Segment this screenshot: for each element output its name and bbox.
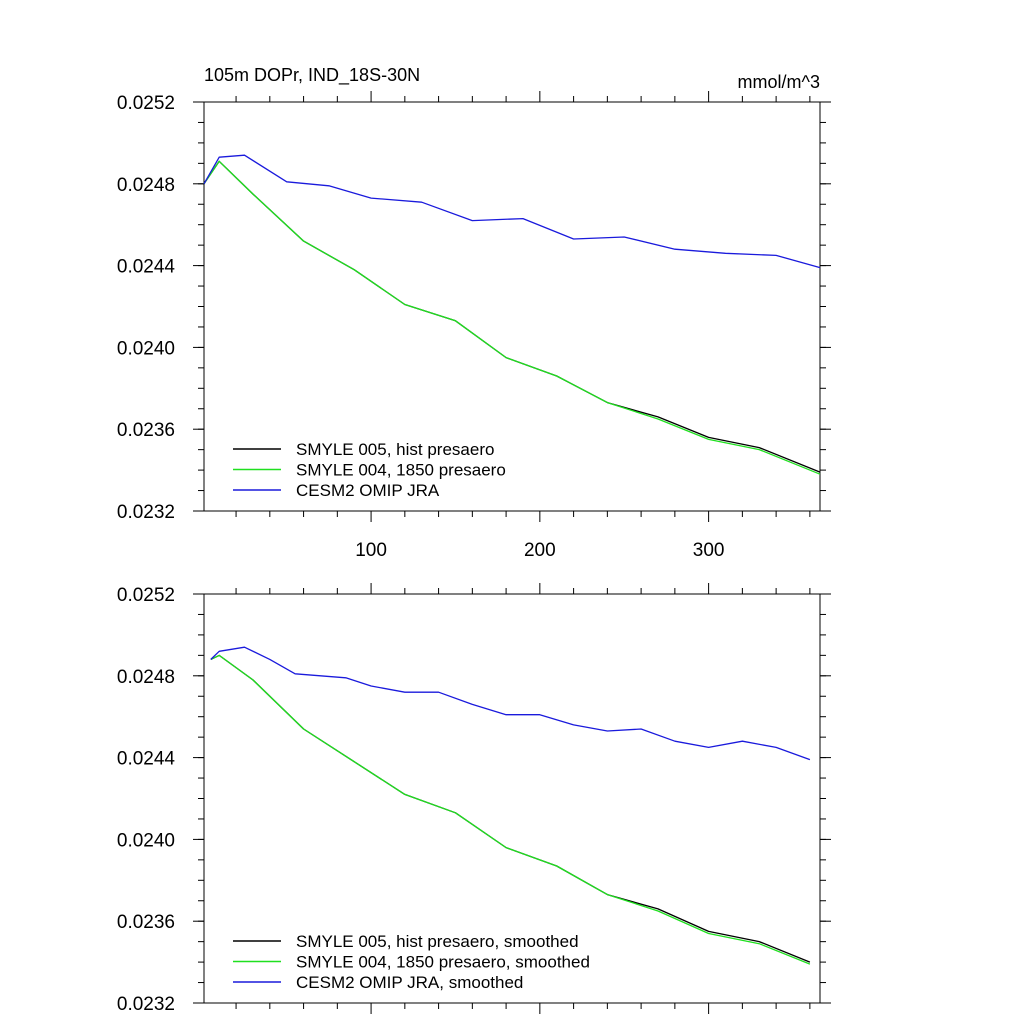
- legend-label: CESM2 OMIP JRA, smoothed: [296, 973, 523, 992]
- bottom-panel: 0.0232 0.0236 0.0240 0.0244 0.0248 0.0252 SMYL…: [117, 583, 831, 1015]
- y-tick-label: 0.0232: [117, 502, 175, 523]
- y-tick-label: 0.0252: [117, 93, 175, 114]
- legend-label: SMYLE 004, 1850 presaero, smoothed: [296, 953, 590, 972]
- x-tick-label: 200: [524, 540, 556, 561]
- chart-title: 105m DOPr, IND_18S-30N: [204, 65, 420, 86]
- legend-label: SMYLE 005, hist presaero: [296, 440, 494, 459]
- x-tick-label: 300: [693, 540, 725, 561]
- y-tick-label: 0.0252: [117, 585, 175, 606]
- series-line-green: [210, 654, 811, 965]
- y-tick-label: 0.0244: [117, 749, 176, 770]
- legend-label: SMYLE 005, hist presaero, smoothed: [296, 932, 579, 951]
- legend-label: CESM2 OMIP JRA: [296, 481, 440, 500]
- series-line-blue: [210, 646, 811, 761]
- y-tick-label: 0.0240: [117, 338, 175, 359]
- x-tick-label: 100: [355, 540, 387, 561]
- y-tick-label: 0.0240: [117, 830, 175, 851]
- chart-units: mmol/m^3: [738, 72, 820, 92]
- y-tick-label: 0.0244: [117, 257, 176, 278]
- y-tick-label: 0.0232: [117, 994, 175, 1015]
- top-panel: 0.0232 0.0236 0.0240 0.0244 0.0248 0.0252 100 2…: [117, 91, 831, 561]
- series-line-green: [203, 160, 821, 475]
- y-tick-label: 0.0236: [117, 420, 175, 441]
- y-tick-label: 0.0248: [117, 175, 175, 196]
- y-tick-label: 0.0236: [117, 912, 175, 933]
- legend-label: SMYLE 004, 1850 presaero: [296, 461, 506, 480]
- series-line-blue: [203, 154, 821, 269]
- y-tick-label: 0.0248: [117, 667, 175, 688]
- series-line-black: [210, 654, 811, 963]
- series-line-black: [203, 160, 821, 473]
